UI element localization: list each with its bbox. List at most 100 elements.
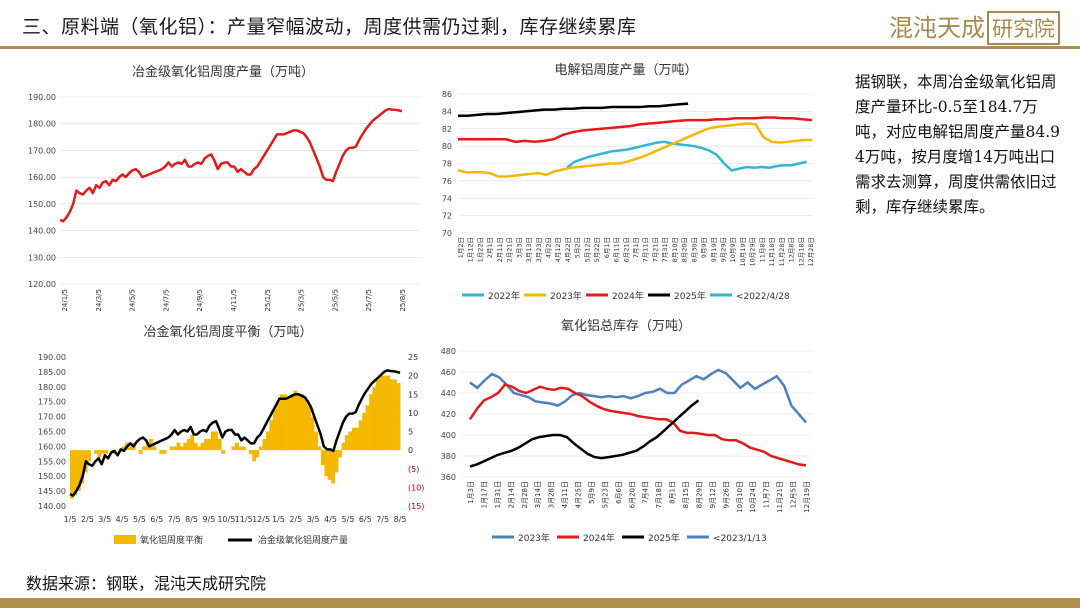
y-tick-2: 140.00 (28, 227, 56, 236)
page-title: 三、原料端（氧化铝）：产量窄幅波动，周度供需仍过剩，库存继续累库 (22, 16, 637, 38)
balance-bar-56 (262, 439, 267, 451)
data-source: 数据来源：钢联，混沌天成研究院 (26, 574, 267, 593)
chart-alumina-balance-svg: 冶金氧化铝周度平衡（万吨） 140.00 145.00 150.00 155.00 160… (38, 324, 424, 546)
chart-title: 氧化铝总库存（万吨） (561, 318, 691, 334)
y-tick-4: 78 (442, 160, 452, 169)
balance-bar-0 (70, 450, 74, 499)
production-line (69, 369, 401, 497)
x-tick-9: 4月2日 (545, 237, 553, 258)
x-tick-25: 9月9日 (700, 237, 708, 258)
balance-bar-38 (200, 442, 205, 451)
y-tick-7: 84 (442, 107, 452, 116)
x-tick-16: 6月11日 (613, 237, 621, 262)
x-tick-15: 4/5 (324, 515, 337, 524)
series-line-0 (469, 368, 807, 424)
x-tick-22: 11月7日 (763, 481, 771, 508)
x-tick-2: 1月31日 (494, 481, 502, 508)
balance-bar-52 (248, 450, 253, 454)
balance-bar-8 (97, 450, 102, 458)
y-tick-2: 74 (442, 194, 452, 203)
x-tick-11: 4月22日 (564, 237, 572, 262)
y-tick-5: 460 (441, 368, 456, 377)
balance-bar-47 (231, 446, 236, 451)
x-tick-1: 2/5 (81, 515, 94, 524)
balance-bar-88 (372, 386, 377, 451)
x-tick-36: 12月28日 (807, 237, 815, 267)
balance-bar-17 (128, 446, 133, 451)
balance-bar-57 (265, 431, 270, 451)
y-tick-4: 160.00 (28, 173, 56, 182)
chart-alumina-production-svg: 冶金级氧化铝周度产量（万吨） 120.00 130.00 140.00 150.00 16… (28, 64, 420, 325)
chart-alumina-inventory-svg: 氧化铝总库存（万吨） 360 380 400 420 440 460 480 1月3日 1月17日… (441, 318, 812, 544)
balance-bar-39 (204, 439, 208, 451)
y-tick-1: 72 (442, 212, 452, 221)
x-tick-5: 2月21日 (506, 237, 514, 262)
balance-bar-78 (338, 450, 342, 458)
balance-bar-95 (396, 383, 401, 451)
y-tick-5: 80 (442, 142, 452, 151)
logo-text: 混沌天成 (889, 14, 985, 42)
logo: 混沌天成 研究院 (889, 8, 1060, 45)
y-tick-7: 175.00 (38, 398, 66, 407)
balance-bar-66 (296, 394, 301, 451)
x-tick-19: 9月26日 (722, 481, 730, 508)
balance-bar-20 (138, 450, 143, 454)
chart-electrolytic-aluminum-svg: 电解铝周度产量（万吨） 70 72 74 76 78 80 82 84 86 1月2日 1月12日 1月… (442, 62, 815, 302)
x-tick-15: 8月1日 (669, 481, 677, 504)
x-tick-13: 5月12日 (583, 237, 591, 262)
balance-bar-65 (293, 390, 298, 451)
balance-bar-77 (334, 450, 339, 473)
balance-bar-22 (145, 442, 150, 451)
y-tick-3: 155.00 (38, 457, 66, 466)
x-tick-17: 8月29日 (695, 481, 703, 508)
balance-bar-1 (73, 450, 78, 495)
balance-bar-73 (320, 450, 325, 465)
series-line-0 (566, 140, 807, 172)
y2-tick-7: 20 (408, 372, 418, 381)
balance-bar-94 (393, 379, 397, 451)
y-tick-4: 440 (441, 389, 456, 398)
y2-tick-8: 25 (408, 353, 418, 362)
footer-bar (0, 598, 1080, 608)
x-tick-26: 9月19日 (710, 237, 718, 262)
legend-label-0: 氧化铝周度平衡 (140, 534, 203, 546)
x-tick-27: 9月29日 (720, 237, 728, 262)
x-tick-4: 5/5 (133, 515, 146, 524)
x-tick-10: 4月12日 (554, 237, 562, 262)
balance-bar-67 (300, 394, 305, 451)
y-tick-7: 190.00 (28, 93, 56, 102)
chart-title: 冶金级氧化铝周度产量（万吨） (132, 64, 314, 80)
x-tick-28: 10月9日 (729, 237, 737, 262)
x-tick-0: 1/5 (64, 515, 77, 524)
balance-bar-76 (331, 450, 336, 484)
x-tick-9: 5月9日 (588, 481, 596, 504)
y-tick-6: 180.00 (28, 120, 56, 129)
balance-bar-55 (259, 446, 263, 451)
x-tick-1: 1月12日 (467, 237, 475, 262)
x-tick-10: 2025/8/5 (399, 289, 407, 312)
balance-bar-41 (210, 431, 215, 451)
balance-bar-29 (169, 446, 174, 451)
balance-bar-35 (190, 435, 195, 451)
balance-bar-10 (104, 450, 109, 454)
x-tick-21: 10月24日 (749, 481, 757, 513)
x-tick-30: 10月29日 (749, 237, 757, 267)
x-tick-2: 2024/5/5 (129, 289, 137, 312)
balance-bar-72 (317, 446, 322, 451)
x-tick-0: 1月2日 (457, 237, 465, 258)
y-tick-1: 380 (441, 452, 456, 461)
balance-bar-30 (173, 446, 177, 451)
y-tick-2: 400 (441, 431, 456, 440)
balance-bar-37 (197, 446, 201, 451)
balance-bar-81 (348, 431, 353, 451)
y-tick-2: 150.00 (38, 472, 66, 481)
x-tick-8: 3月23日 (535, 237, 543, 262)
y-tick-3: 150.00 (28, 200, 56, 209)
x-tick-17: 6/5 (359, 515, 372, 524)
balance-bar-48 (235, 442, 239, 451)
balance-bar-53 (252, 450, 256, 462)
x-tick-0: 1月3日 (467, 481, 475, 504)
chart-title: 冶金氧化铝周度平衡（万吨） (143, 324, 312, 340)
chart-electrolytic-aluminum: 电解铝周度产量（万吨） 70 72 74 76 78 80 82 84 86 1月2日 1月12日 1月… (430, 52, 822, 314)
balance-bar-90 (379, 375, 384, 451)
